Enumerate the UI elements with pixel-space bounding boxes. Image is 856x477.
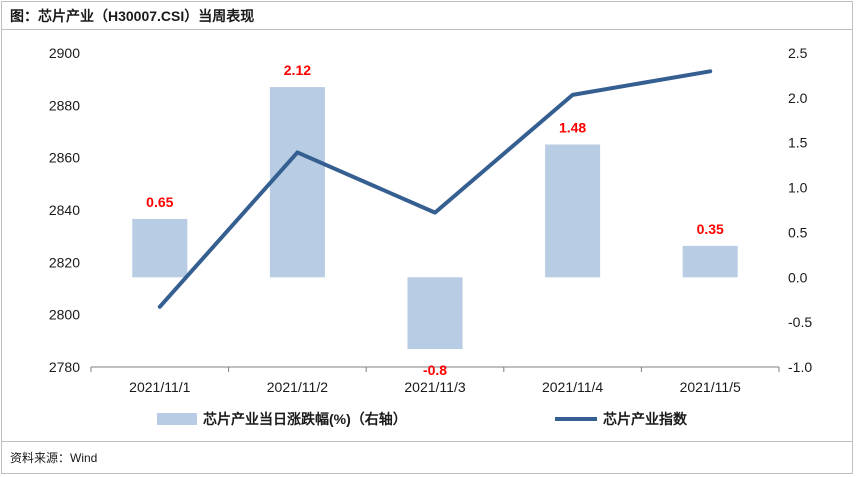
right-axis-tick-label: 0.0	[788, 269, 808, 285]
bar-data-label: 0.65	[146, 194, 173, 210]
bar-data-label: 1.48	[559, 120, 586, 136]
right-axis-tick-label: -0.5	[788, 314, 812, 330]
bar-series	[132, 87, 738, 350]
title-divider	[1, 29, 853, 30]
left-axis-tick-label: 2880	[49, 97, 80, 113]
left-axis-tick-label: 2840	[49, 202, 80, 218]
x-tick-label: 2021/11/4	[542, 379, 603, 395]
line-point	[572, 94, 574, 96]
bar-data-labels: 0.65 2.12 -0.8 1.48 0.35	[146, 62, 724, 378]
left-axis-tick-label: 2820	[49, 254, 80, 270]
x-tick-label: 2021/11/3	[404, 379, 465, 395]
bar	[545, 144, 601, 278]
x-tick-label: 2021/11/2	[267, 379, 328, 395]
x-tick-label: 2021/11/1	[129, 379, 190, 395]
right-axis-tick-label: 2.0	[788, 90, 808, 106]
bar	[682, 245, 738, 278]
legend-line-label: 芯片产业指数	[603, 411, 688, 427]
axes: 2021/11/1 2021/11/2 2021/11/3 2021/11/4 2021…	[49, 45, 812, 395]
source-note: 资料来源：Wind	[10, 451, 98, 465]
left-axis-tick-label: 2860	[49, 150, 80, 166]
right-axis-tick-label: 1.0	[788, 180, 808, 196]
left-axis-tick-label: 2780	[49, 359, 80, 375]
bar	[407, 277, 463, 350]
line-point	[434, 212, 436, 214]
index-line	[157, 69, 713, 309]
bar-data-label: -0.8	[423, 362, 447, 378]
line-point	[296, 151, 298, 153]
left-axis-tick-label: 2900	[49, 45, 80, 61]
bar	[132, 218, 188, 278]
right-axis-tick-label: -1.0	[788, 359, 812, 375]
legend: 芯片产业当日涨跌幅(%)（右轴） 芯片产业指数	[157, 411, 688, 427]
legend-bar-swatch	[157, 413, 197, 425]
line-point	[709, 70, 711, 72]
bar-data-label: 2.12	[284, 62, 311, 78]
bar-data-label: 0.35	[697, 221, 724, 237]
right-axis-tick-label: 1.5	[788, 135, 808, 151]
chart-title: 图：芯片产业（H30007.CSI）当周表现	[10, 8, 255, 24]
line-series	[157, 69, 713, 309]
right-axis-tick-label: 0.5	[788, 224, 808, 240]
right-axis-tick-label: 2.5	[788, 45, 808, 61]
legend-bar-label: 芯片产业当日涨跌幅(%)（右轴）	[203, 411, 407, 427]
bar	[269, 87, 325, 278]
line-point	[159, 306, 161, 308]
left-axis-tick-label: 2800	[49, 307, 80, 323]
x-tick-label: 2021/11/5	[680, 379, 741, 395]
source-divider	[1, 441, 853, 442]
